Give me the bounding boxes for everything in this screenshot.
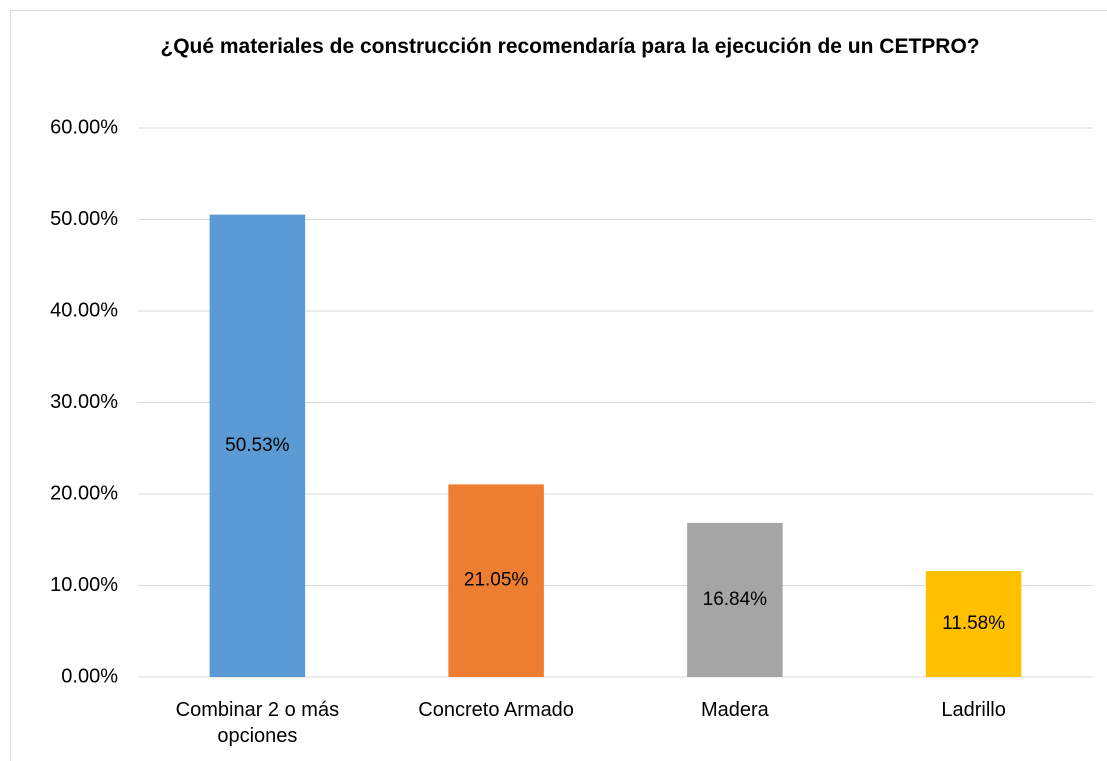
y-tick-label: 10.00% (50, 574, 118, 596)
y-tick-label: 20.00% (50, 482, 118, 504)
x-tick-label: Madera (700, 699, 769, 721)
chart-border (10, 10, 1107, 761)
data-label: 11.58% (942, 613, 1005, 634)
data-label: 50.53% (225, 435, 290, 456)
x-tick-label: Concreto Armado (418, 699, 574, 721)
y-tick-label: 40.00% (50, 299, 118, 321)
bar (687, 522, 783, 677)
y-tick-label: 0.00% (61, 665, 118, 687)
bar (448, 484, 544, 677)
y-tick-label: 60.00% (50, 116, 118, 138)
x-tick-label: Ladrillo (941, 699, 1006, 721)
x-tick-label: Combinar 2 o más opciones (175, 699, 340, 747)
bar (925, 571, 1022, 677)
y-tick-label: 30.00% (50, 391, 118, 413)
bar (209, 214, 306, 677)
y-tick-label: 50.00% (50, 208, 118, 230)
data-label: 21.05% (464, 570, 529, 591)
chart-title: ¿Qué materiales de construcción recomend… (160, 35, 980, 58)
data-label: 16.84% (703, 589, 768, 610)
